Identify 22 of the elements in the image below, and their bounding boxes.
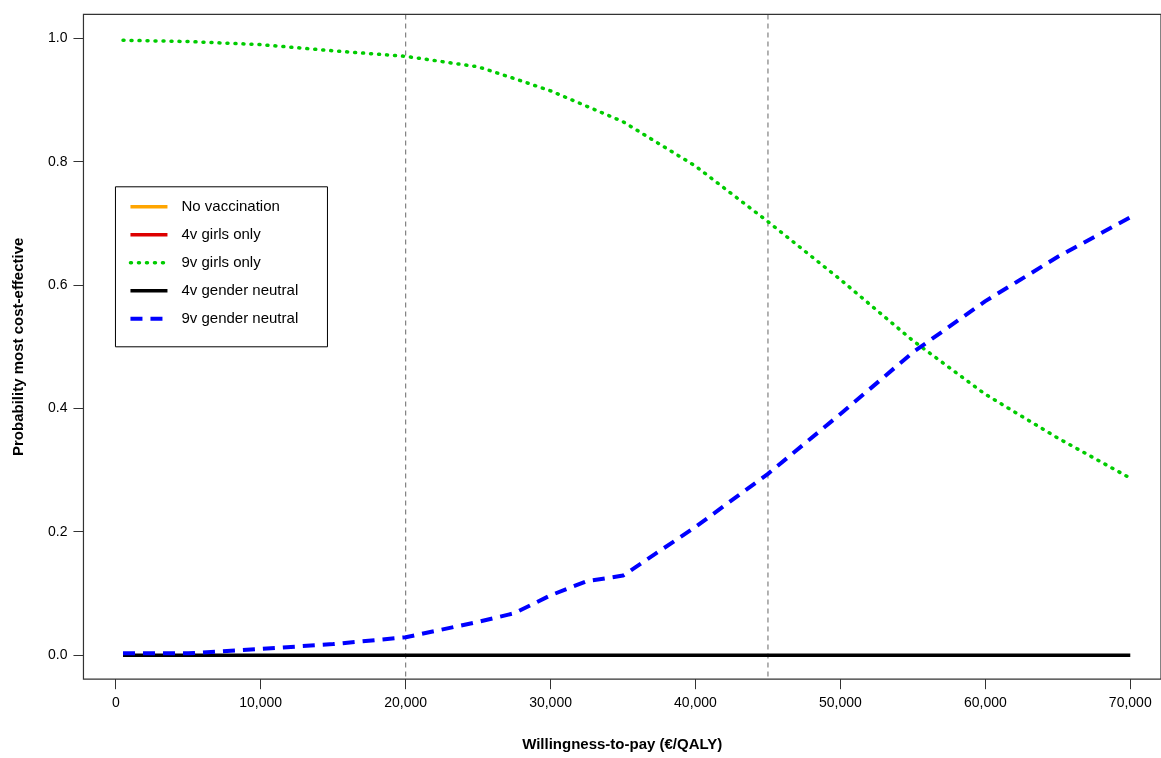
x-tick-label: 40,000 <box>674 694 718 711</box>
x-tick-label: 60,000 <box>963 694 1007 711</box>
y-axis-title: Probability most cost-effective <box>9 237 27 456</box>
legend-label: 4v girls only <box>181 224 262 242</box>
legend-label: No vaccination <box>181 196 280 214</box>
y-tick-label: 0.2 <box>47 522 68 539</box>
y-tick-label: 1.0 <box>47 29 68 46</box>
x-tick-label: 0 <box>111 694 120 711</box>
x-tick-label: 50,000 <box>819 694 863 711</box>
x-tick-label: 20,000 <box>384 694 428 711</box>
x-tick-label: 30,000 <box>529 694 573 711</box>
y-tick-label: 0.6 <box>47 275 68 292</box>
y-tick-label: 0.8 <box>47 152 68 169</box>
legend-label: 9v girls only <box>181 252 262 270</box>
y-tick-label: 0.0 <box>47 646 68 663</box>
y-tick-label: 0.4 <box>47 399 68 416</box>
legend-label: 4v gender neutral <box>181 280 299 298</box>
x-tick-label: 10,000 <box>239 694 283 711</box>
x-axis-title: Willingness-to-pay (€/QALY) <box>522 735 723 753</box>
x-tick-label: 70,000 <box>1108 694 1152 711</box>
line-series <box>121 215 1133 656</box>
legend-label: 9v gender neutral <box>181 308 299 326</box>
